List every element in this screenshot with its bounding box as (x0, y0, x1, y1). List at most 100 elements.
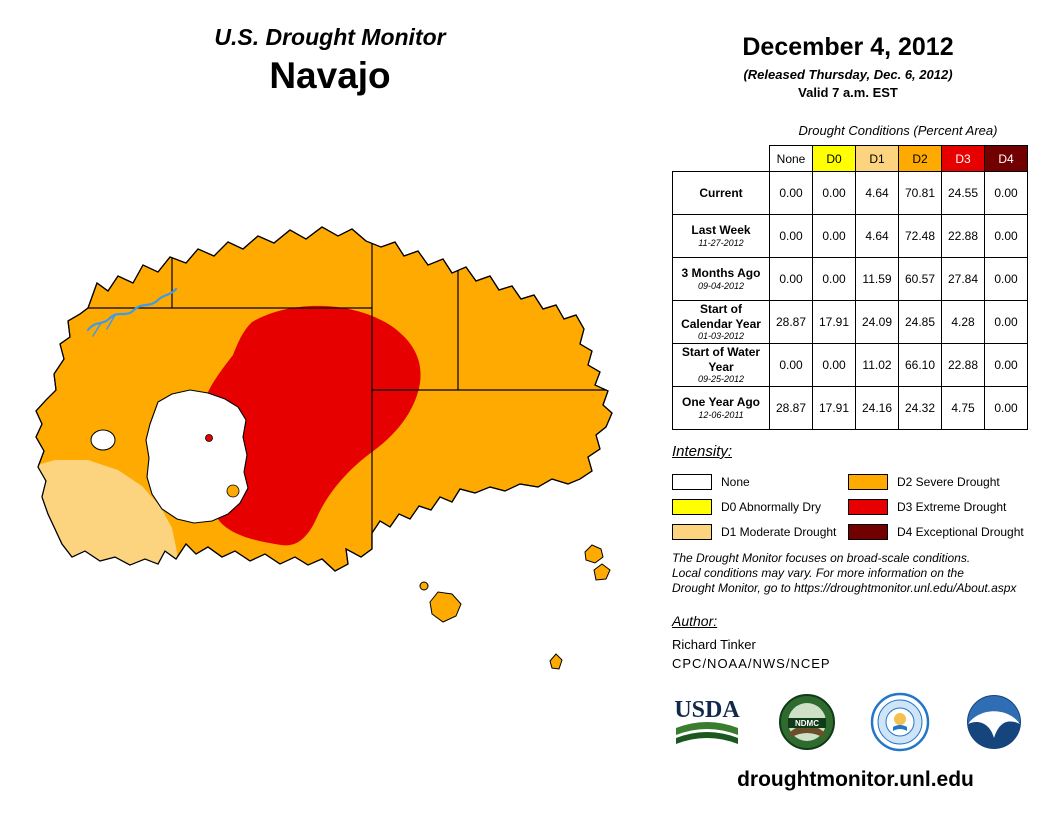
value-cell: 11.02 (855, 343, 899, 387)
drought-map (35, 226, 613, 670)
author-org: CPC/NOAA/NWS/NCEP (672, 656, 831, 671)
table-row: One Year Ago 12-06-2011 28.87 17.91 24.1… (672, 386, 1028, 430)
author-name: Richard Tinker (672, 637, 756, 652)
legend-label: None (721, 474, 750, 489)
row-date-text: 11-27-2012 (698, 237, 744, 248)
value-cell: 24.55 (941, 171, 985, 215)
map-speck-d2 (226, 484, 240, 498)
legend-label: D0 Abnormally Dry (721, 499, 822, 514)
released-date: (Released Thursday, Dec. 6, 2012) (743, 67, 953, 82)
table-header-row: None D0 D1 D2 D3 D4 (673, 145, 1028, 172)
value-cell: 72.48 (898, 214, 942, 258)
value-cell: 22.88 (941, 343, 985, 387)
legend-swatch-none (672, 473, 712, 490)
value-cell: 0.00 (984, 300, 1028, 344)
col-header-d4: D4 (984, 145, 1028, 172)
value-cell: 0.00 (812, 214, 856, 258)
legend-item-d2: D2 Severe Drought (848, 469, 1024, 494)
disclaimer-line: Drought Monitor, go to https://droughtmo… (672, 581, 1017, 595)
table-row: 3 Months Ago 09-04-2012 0.00 0.00 11.59 … (672, 257, 1028, 301)
map-satellite-areas (419, 544, 611, 670)
row-label: Start of Water Year 09-25-2012 (672, 343, 770, 387)
col-header-d1: D1 (855, 145, 899, 172)
map-area (35, 226, 613, 670)
value-cell: 28.87 (769, 386, 813, 430)
row-label: 3 Months Ago 09-04-2012 (672, 257, 770, 301)
table-row: Start of Water Year 09-25-2012 0.00 0.00… (672, 343, 1028, 387)
row-date-text: 01-03-2012 (697, 330, 745, 341)
author-heading: Author: (672, 613, 718, 629)
col-header-none: None (769, 145, 813, 172)
row-label: Last Week 11-27-2012 (672, 214, 770, 258)
legend-swatch-d1 (672, 523, 712, 540)
value-cell: 0.00 (984, 343, 1028, 387)
value-cell: 17.91 (812, 300, 856, 344)
value-cell: 22.88 (941, 214, 985, 258)
value-cell: 0.00 (984, 257, 1028, 301)
map-region-none-enclave (145, 389, 249, 524)
value-cell: 27.84 (941, 257, 985, 301)
value-cell: 24.16 (855, 386, 899, 430)
report-date: December 4, 2012 (742, 33, 954, 61)
row-date-text: 09-25-2012 (697, 373, 745, 384)
ndmc-logo-text: NDMC (795, 719, 819, 728)
map-header: U.S. Drought Monitor Navajo (95, 24, 565, 97)
value-cell: 0.00 (769, 214, 813, 258)
table-row: Start of Calendar Year 01-03-2012 28.87 … (672, 300, 1028, 344)
value-cell: 70.81 (898, 171, 942, 215)
date-header: December 4, 2012 (Released Thursday, Dec… (683, 33, 1013, 100)
legend-label: D4 Exceptional Drought (897, 524, 1024, 539)
value-cell: 17.91 (812, 386, 856, 430)
map-river (86, 287, 178, 337)
value-cell: 4.75 (941, 386, 985, 430)
value-cell: 0.00 (984, 171, 1028, 215)
value-cell: 24.32 (898, 386, 942, 430)
value-cell: 4.64 (855, 171, 899, 215)
row-label-text: Start of Water Year (681, 345, 761, 374)
value-cell: 11.59 (855, 257, 899, 301)
agency-logos: USDA NDMC (670, 690, 1024, 754)
value-cell: 0.00 (769, 343, 813, 387)
row-date-text: 09-04-2012 (697, 280, 745, 291)
row-label-text: One Year Ago (681, 395, 761, 410)
col-header-d3: D3 (941, 145, 985, 172)
disclaimer-line: Local conditions may vary. For more info… (672, 566, 964, 580)
col-header-d2: D2 (898, 145, 942, 172)
value-cell: 0.00 (812, 171, 856, 215)
value-cell: 0.00 (812, 257, 856, 301)
legend-swatch-d3 (848, 498, 888, 515)
table-row: Current 0.00 0.00 4.64 70.81 24.55 0.00 (672, 171, 1028, 215)
intensity-legend: Intensity: None D0 Abnormally Dry D1 Mod… (672, 443, 1040, 544)
legend-swatch-d0 (672, 498, 712, 515)
region-name: Navajo (269, 55, 391, 96)
noaa-logo (964, 692, 1024, 752)
author-block: Author: Richard Tinker CPC/NOAA/NWS/NCEP (672, 613, 831, 671)
row-label: Start of Calendar Year 01-03-2012 (672, 300, 770, 344)
legend-swatch-d2 (848, 473, 888, 490)
map-speck-d3 (205, 434, 213, 442)
row-label-text: Last Week (691, 223, 751, 238)
value-cell: 28.87 (769, 300, 813, 344)
legend-label: D3 Extreme Drought (897, 499, 1007, 514)
map-region-none-small (90, 429, 116, 451)
map-region-d3 (201, 305, 421, 546)
legend-item-d3: D3 Extreme Drought (848, 494, 1024, 519)
value-cell: 66.10 (898, 343, 942, 387)
legend-swatch-d4 (848, 523, 888, 540)
value-cell: 4.28 (941, 300, 985, 344)
value-cell: 0.00 (984, 214, 1028, 258)
usda-logo: USDA (670, 690, 744, 754)
value-cell: 0.00 (984, 386, 1028, 430)
value-cell: 0.00 (769, 257, 813, 301)
col-header-d0: D0 (812, 145, 856, 172)
site-url: droughtmonitor.unl.edu (737, 768, 974, 791)
row-label: One Year Ago 12-06-2011 (672, 386, 770, 430)
value-cell: 24.85 (898, 300, 942, 344)
table-row: Last Week 11-27-2012 0.00 0.00 4.64 72.4… (672, 214, 1028, 258)
disclaimer-line: The Drought Monitor focuses on broad-sca… (672, 551, 971, 565)
row-label-text: 3 Months Ago (681, 266, 761, 281)
commerce-seal-logo (869, 691, 931, 753)
table-corner-cell (673, 146, 770, 172)
legend-item-d1: D1 Moderate Drought (672, 519, 848, 544)
